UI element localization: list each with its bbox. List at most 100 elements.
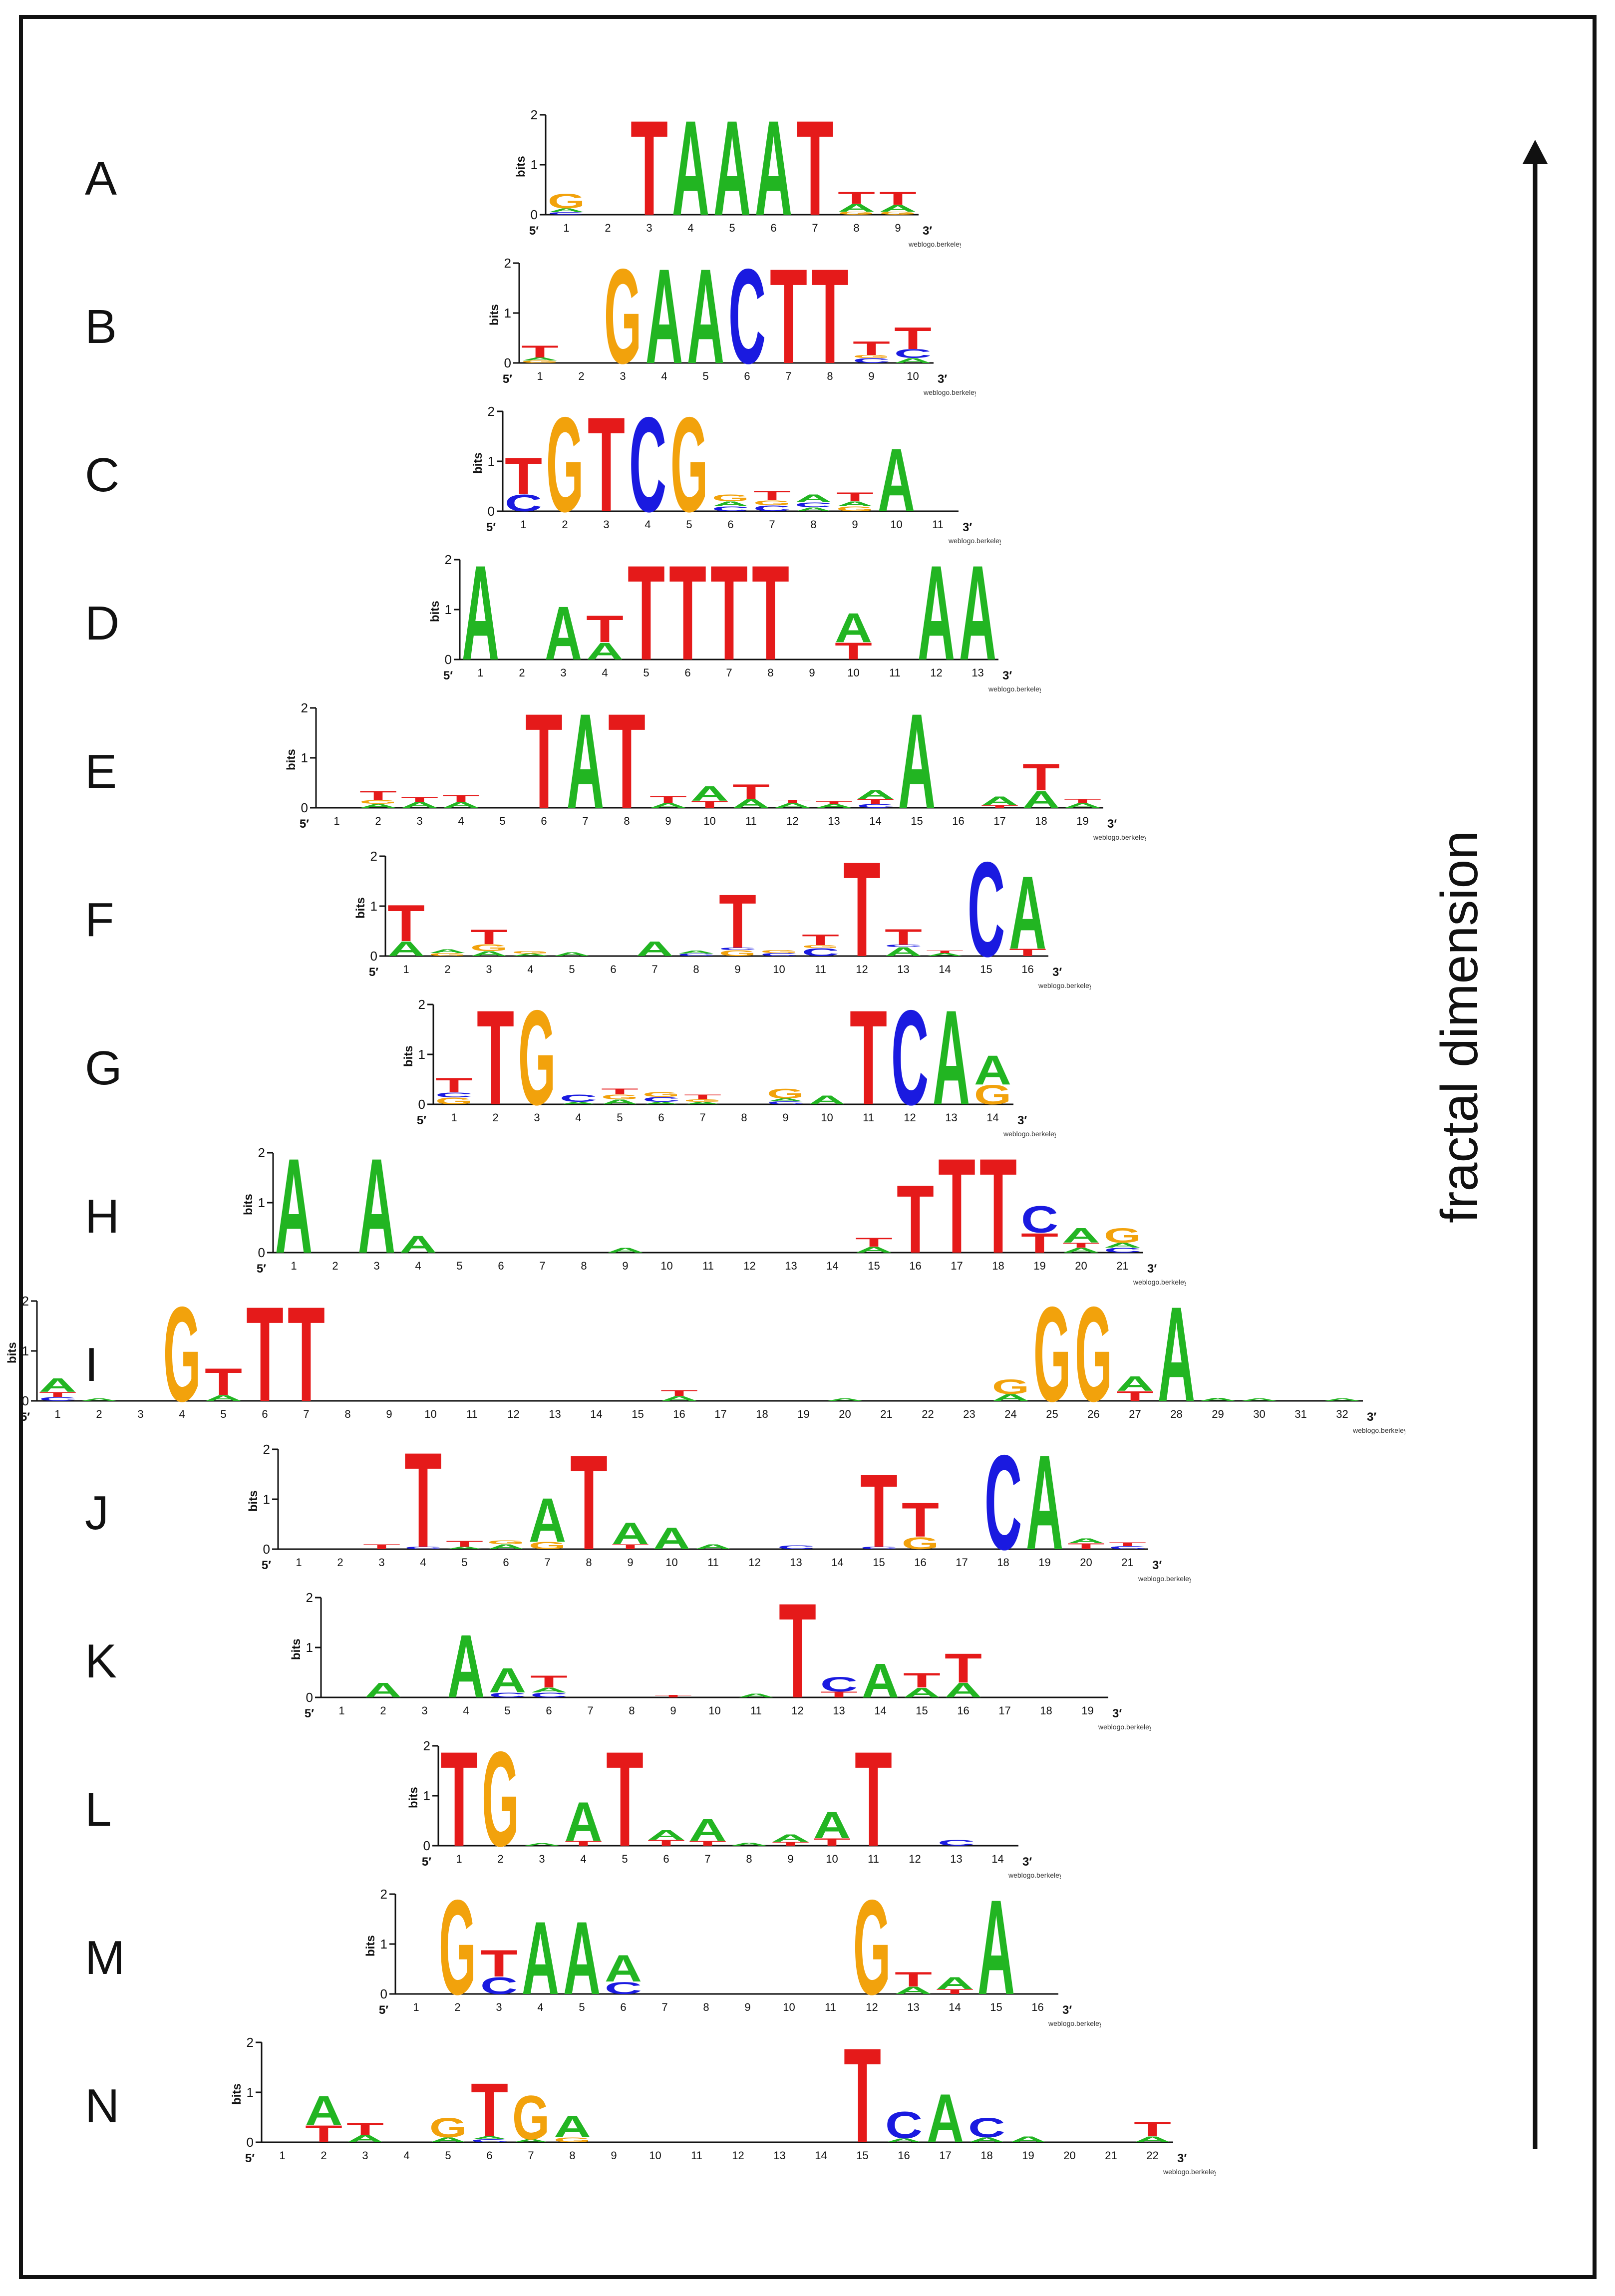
logo-letter-G: G	[902, 1534, 939, 1553]
logo-letter-A: A	[936, 1973, 973, 1993]
logo-letter-A: A	[689, 1813, 726, 1848]
y-tick-label: 2	[306, 1590, 313, 1605]
logo-letter-T: T	[897, 1165, 934, 1274]
position-number: 8	[629, 1704, 635, 1717]
logo-letter-G: G	[974, 1080, 1011, 1111]
three-prime-label: 3′	[1062, 2003, 1072, 2017]
y-tick-label: 2	[263, 1442, 270, 1457]
position-number: 31	[1294, 1408, 1306, 1420]
position-number: 15	[916, 1704, 928, 1717]
position-number: 2	[605, 222, 611, 234]
logo-letter-T: T	[779, 1588, 816, 1726]
logo-letter-C: C	[435, 1091, 473, 1099]
weblogo-attribution: weblogo.berkeley.edu	[1093, 833, 1146, 841]
logo-letter-A: A	[612, 1516, 649, 1551]
y-tick-label: 1	[247, 2085, 254, 2100]
logo-letter-G: G	[554, 2136, 591, 2144]
logo-letter-T: T	[631, 105, 668, 244]
logo-letter-G: G	[767, 1086, 804, 1101]
position-number: 10	[826, 1853, 838, 1865]
logo-letter-A: A	[903, 1685, 941, 1700]
y-tick-label: 2	[504, 256, 511, 271]
logo-letter-G: G	[548, 190, 585, 213]
position-number: 4	[415, 1260, 421, 1272]
logo-letter-A: A	[80, 1398, 118, 1402]
logo-letter-T: T	[359, 789, 397, 803]
logo-letter-A: A	[275, 1143, 313, 1282]
logo-letter-A: A	[471, 2136, 508, 2140]
sequence-logo-M: 012bits5′3′weblogo.berkeley.edu12G3CT4A5…	[364, 1884, 1101, 2027]
position-number: 13	[549, 1408, 561, 1420]
position-number: 8	[810, 518, 816, 531]
position-number: 15	[632, 1408, 644, 1420]
y-tick-label: 2	[370, 849, 377, 864]
logo-letter-A: A	[855, 1245, 893, 1254]
position-number: 11	[707, 1556, 719, 1569]
position-number: 19	[1022, 2149, 1034, 2162]
y-tick-label: 2	[418, 997, 425, 1012]
logo-letter-A: A	[553, 951, 591, 957]
logo-letter-T: T	[612, 1543, 649, 1551]
logo-letter-T: T	[853, 337, 890, 359]
y-tick-label: 0	[418, 1097, 425, 1112]
position-number: 13	[828, 815, 840, 827]
logo-letter-T: T	[305, 2120, 342, 2147]
logo-letter-G: G	[601, 1093, 639, 1101]
position-number: 2	[321, 2149, 326, 2162]
logo-letter-A: A	[512, 953, 549, 957]
position-number: 6	[610, 963, 616, 976]
five-prime-label: 5′	[20, 1410, 30, 1424]
position-number: 10	[649, 2149, 661, 2162]
logo-letter-A: A	[462, 550, 499, 688]
y-tick-label: 1	[370, 899, 377, 914]
position-number: 14	[869, 815, 881, 827]
position-number: 6	[770, 222, 776, 234]
position-number: 11	[868, 1853, 879, 1865]
position-number: 20	[1075, 1260, 1087, 1272]
logo-letter-A: A	[885, 2137, 923, 2143]
logo-letter-A: A	[545, 591, 582, 675]
position-number: 15	[911, 815, 923, 827]
logo-letter-T: T	[435, 1074, 473, 1097]
logo-letter-A: A	[647, 1827, 685, 1843]
position-number: 4	[645, 518, 650, 531]
y-axis-label: bits	[242, 1194, 255, 1215]
position-number: 4	[463, 1704, 469, 1717]
position-number: 10	[783, 2001, 795, 2013]
logo-letter-T: T	[774, 799, 811, 804]
position-number: 16	[952, 815, 964, 827]
weblogo-attribution: weblogo.berkeley.edu	[1138, 1575, 1191, 1583]
logo-letter-C: C	[968, 2113, 1005, 2144]
position-number: 4	[527, 963, 533, 976]
y-tick-label: 1	[263, 1492, 270, 1507]
position-number: 4	[661, 370, 667, 382]
position-number: 9	[386, 1408, 392, 1420]
position-number: 26	[1087, 1408, 1099, 1420]
y-tick-label: 1	[306, 1640, 313, 1655]
logo-letter-A: A	[1104, 1242, 1141, 1249]
logo-letter-T: T	[945, 1645, 982, 1691]
position-number: 6	[658, 1111, 664, 1124]
three-prime-label: 3′	[1022, 1855, 1032, 1869]
logo-letter-C: C	[712, 505, 749, 513]
position-number: 13	[785, 1260, 797, 1272]
logo-letter-A: A	[968, 2136, 1005, 2144]
logo-letter-C: C	[968, 846, 1005, 985]
row-label-F: F	[85, 893, 114, 947]
y-tick-label: 1	[301, 750, 308, 765]
position-number: 15	[980, 963, 992, 976]
position-number: 7	[587, 1704, 593, 1717]
position-number: 22	[922, 1408, 934, 1420]
logo-letter-C: C	[853, 357, 890, 364]
logo-letter-A: A	[755, 105, 792, 244]
position-number: 19	[1081, 1704, 1093, 1717]
logo-letter-A: A	[586, 638, 624, 664]
logo-letter-G: G	[879, 211, 917, 216]
position-number: 19	[797, 1408, 809, 1420]
logo-letter-C: C	[677, 953, 715, 957]
y-axis-label: bits	[230, 2083, 244, 2105]
logo-letter-C: C	[548, 212, 585, 216]
logo-letter-C: C	[984, 1439, 1022, 1578]
position-number: 7	[704, 1853, 710, 1865]
logo-letter-G: G	[1075, 1291, 1112, 1430]
